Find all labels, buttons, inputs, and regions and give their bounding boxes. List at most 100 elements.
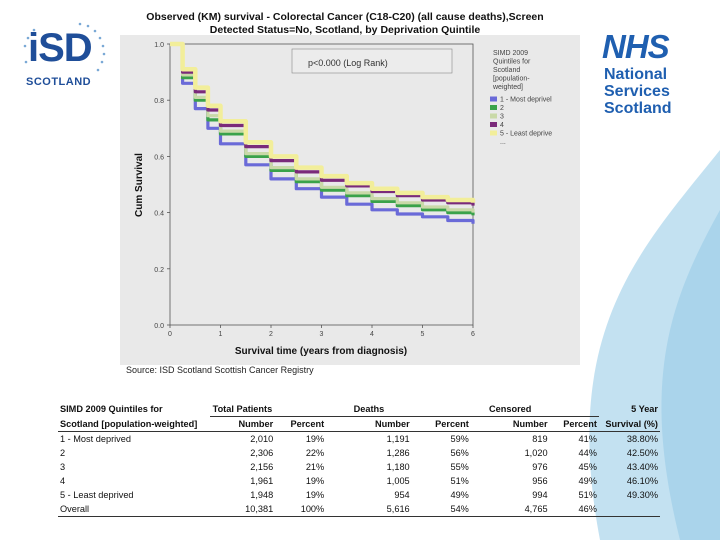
legend-title-line: Quintiles for — [493, 59, 531, 66]
table-cell: Survival (%) — [598, 416, 660, 432]
table-cell: Percent — [275, 416, 327, 432]
table-cell: 55% — [450, 462, 469, 472]
table-cell: 54% — [411, 502, 471, 517]
table-cell — [598, 502, 660, 517]
legend-label: 3 — [500, 114, 504, 121]
legend-title-line: weighted] — [492, 84, 523, 91]
y-tick-label: 0.0 — [154, 323, 164, 330]
chart-title-line-1: Observed (KM) survival - Colorectal Canc… — [146, 11, 544, 23]
legend-swatch — [490, 96, 497, 102]
table-cell: 1,191 — [386, 434, 410, 444]
x-tick-label: 3 — [320, 331, 324, 338]
table-cell: 10,381 — [209, 502, 276, 517]
table-row: 2 2,306 22% 1,286 56% 1,020 44% 42.50% — [58, 446, 660, 460]
table-cell: Number — [470, 416, 550, 432]
chart-title: Observed (KM) survival - Colorectal Canc… — [130, 11, 560, 37]
table-cell: 19% — [305, 476, 325, 486]
table-cell: 51% — [450, 476, 469, 486]
table-cell: Total Patients — [209, 402, 276, 417]
table-header-row-1: SIMD 2009 Quintiles for Total Patients Dea… — [58, 402, 660, 417]
nhs-logo: NHS National Services Scotland — [598, 28, 686, 138]
table-cell: 956 — [532, 476, 548, 486]
y-tick-label: 0.8 — [154, 98, 164, 105]
isd-logo-subtext: SCOTLAND — [26, 76, 92, 88]
legend-swatch — [490, 122, 497, 127]
x-tick-label: 4 — [370, 331, 374, 338]
table-cell: Percent — [549, 416, 599, 432]
legend-swatch — [490, 105, 497, 110]
table-cell: 1 - Most deprived — [60, 434, 131, 444]
table-cell: 43.40% — [626, 462, 658, 472]
legend-swatch — [490, 130, 497, 136]
table-cell — [275, 402, 327, 417]
x-tick-label: 6 — [471, 331, 475, 338]
legend-label: 2 — [500, 105, 504, 112]
table-cell: 49.30% — [626, 490, 658, 500]
table-cell: SIMD 2009 Quintiles for — [60, 404, 163, 415]
table-cell: Overall — [58, 502, 210, 517]
annotation-box — [291, 48, 453, 74]
table-cell: 51% — [578, 490, 597, 500]
table-cell — [411, 402, 471, 417]
table-cell: Number — [326, 416, 412, 432]
chart-title-line-2: Detected Status=No, Scotland, by Depriva… — [209, 24, 481, 36]
legend-label: 4 — [500, 122, 504, 129]
table-cell: 4 — [60, 476, 66, 486]
table-cell: 100% — [275, 502, 327, 517]
table-row: Overall 10,381 100% 5,616 54% 4,765 46% — [58, 502, 660, 517]
table-cell: 819 — [532, 434, 548, 444]
x-axis: 0 1 2 3 4 5 6 — [168, 325, 475, 338]
y-axis: 0.0 0.2 0.4 0.6 0.8 1.0 — [154, 42, 170, 330]
summary-table: SIMD 2009 Quintiles for Total Patients Dea… — [58, 402, 660, 517]
nhs-logo-line-3: Scotland — [604, 100, 672, 117]
table-row: 5 - Least deprived 1,948 19% 954 49% 994 51% 49… — [58, 488, 660, 502]
table-cell: 2,306 — [250, 448, 274, 458]
table-cell: 1,961 — [250, 476, 274, 486]
table-cell: Percent — [411, 416, 471, 432]
table-row: 3 2,156 21% 1,180 55% 976 45% 43.40% — [58, 460, 660, 474]
legend-swatch — [490, 113, 497, 119]
legend-label: 1 - Most deprivel — [500, 97, 552, 104]
y-tick-label: 0.2 — [154, 267, 164, 274]
table-cell: Censored — [470, 402, 550, 417]
table-cell: 2 — [60, 448, 66, 458]
y-tick-label: 1.0 — [154, 42, 164, 49]
table-row: 4 1,961 19% 1,005 51% 956 49% 46.10% — [58, 474, 660, 488]
source-note: Source: ISD Scotland Scottish Cancer Reg… — [126, 365, 314, 375]
series-line-3 — [170, 42, 475, 213]
series-line-1 — [170, 42, 475, 224]
table-row: 1 - Most deprived 2,010 19% 1,191 59% 819 41% 3… — [58, 432, 660, 447]
table-cell: 1,020 — [524, 448, 548, 458]
nhs-logo-text: NHS — [602, 28, 670, 65]
legend-title-line: SIMD 2009 — [493, 50, 528, 57]
table-cell: 954 — [394, 490, 410, 500]
table-cell: Deaths — [326, 402, 412, 417]
table-cell: 19% — [305, 434, 325, 444]
legend-more: ... — [500, 139, 506, 146]
series-group — [170, 41, 476, 224]
legend-title-line: [population- — [493, 76, 530, 83]
isd-scotland-logo: iSD SCOTLAND — [22, 18, 112, 94]
table-cell: 42.50% — [626, 448, 658, 458]
table-cell: 44% — [578, 448, 597, 458]
table-cell: 21% — [305, 462, 325, 472]
table-cell: 1,005 — [386, 476, 410, 486]
table-cell: 45% — [578, 462, 597, 472]
table-cell: 2,010 — [250, 434, 274, 444]
legend-title-line: Scotland — [493, 67, 520, 74]
table-cell: 976 — [532, 462, 548, 472]
table-cell: 46% — [549, 502, 599, 517]
legend-label: 5 - Least deprive — [500, 131, 552, 138]
isd-logo-text: iSD — [28, 26, 93, 70]
y-axis-label: Cum Survival — [134, 153, 145, 217]
table-cell: 19% — [305, 490, 325, 500]
table-cell: 2,156 — [250, 462, 274, 472]
table-cell: 4,765 — [470, 502, 550, 517]
table-cell: 5 Year — [631, 404, 658, 415]
series-line-5 — [170, 41, 476, 203]
table-cell: 41% — [578, 434, 597, 444]
table-cell: 3 — [60, 462, 66, 472]
